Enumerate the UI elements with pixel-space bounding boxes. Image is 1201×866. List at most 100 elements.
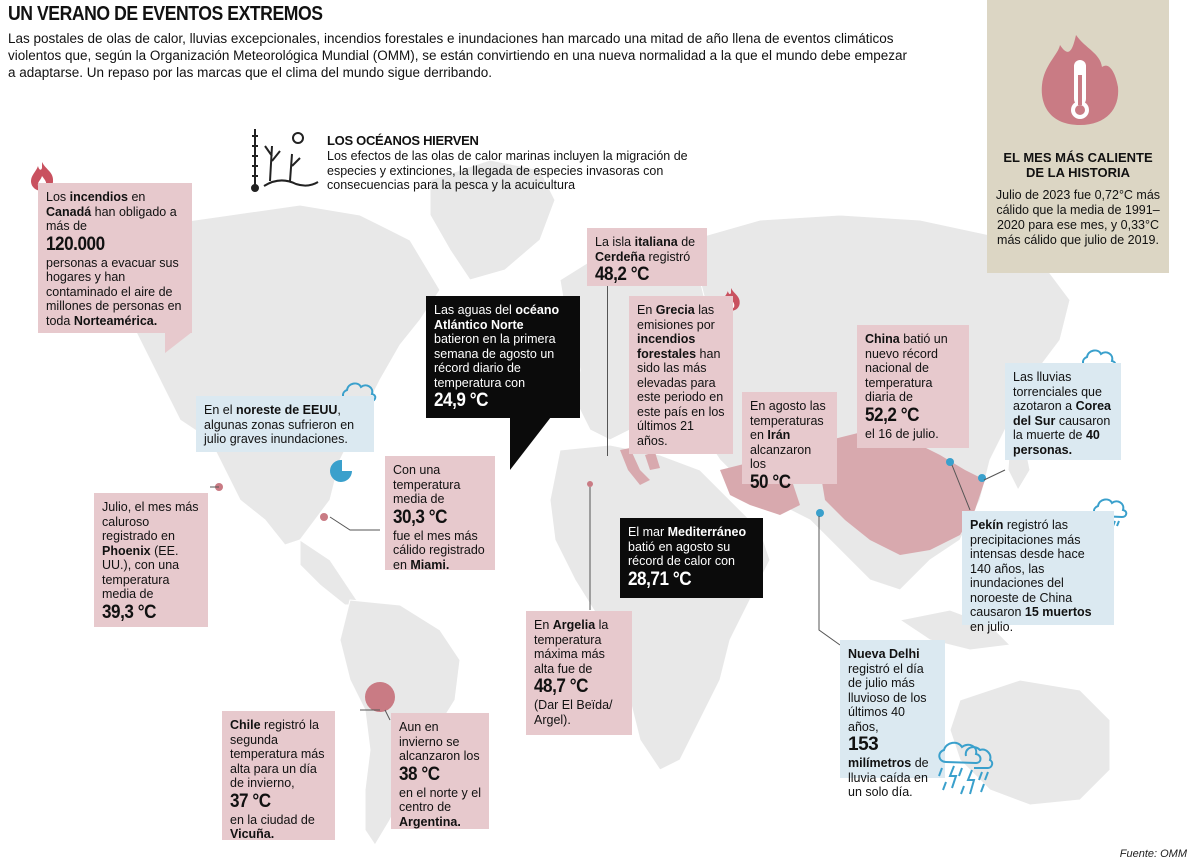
china-value: 52,2 °C (865, 404, 920, 426)
greece-text-b: Grecia (655, 303, 695, 317)
mediterranean-value: 28,71 °C (628, 568, 692, 590)
greece-text-e: han sido las más elevadas para este peri… (637, 346, 725, 448)
oceans-title: LOS OCÉANOS HIERVEN (327, 133, 479, 148)
korea-text-c: causaron la muerte de (1013, 413, 1111, 443)
hottest-month-title-1: EL MES MÁS CALIENTE (1003, 150, 1153, 165)
china-text-b: batió un nuevo récord nacional de temper… (865, 332, 948, 404)
mediterranean-text-c: batió en agosto su récord de calor con (628, 539, 736, 569)
sardinia-text-a: La isla (595, 235, 632, 249)
argentina-value: 38 °C (399, 763, 440, 785)
hottest-month-title-2: DE LA HISTORIA (1025, 165, 1130, 180)
hottest-month-text: Julio de 2023 fue 0,72°C más cálido que … (995, 188, 1161, 247)
mediterranean-text-a: El mar (628, 525, 665, 539)
delhi-value: 153 (848, 734, 879, 755)
phoenix-box: Julio, el mes más caluroso registrado en… (94, 493, 208, 627)
delhi-text-a: Nueva Delhi (848, 647, 920, 661)
sardinia-leader (607, 286, 608, 456)
argentina-text-b: en el norte y el centro de (399, 785, 481, 815)
intro-text: Las postales de olas de calor, lluvias e… (8, 31, 908, 80)
greece-text-c: las emisiones por (637, 303, 715, 332)
sardinia-text-c: de (681, 235, 696, 249)
atlantic-text-a: Las aguas del (434, 303, 512, 317)
iran-text-c: alcanzaron los (750, 442, 812, 472)
chile-text-c: en la ciudad de (230, 812, 315, 827)
atlantic-value: 24,9 °C (434, 390, 489, 411)
algeria-box: En Argelia la temperatura máxima más alt… (526, 611, 632, 735)
canada-text-e: han obligado a más de (46, 204, 177, 234)
miami-value: 30,3 °C (393, 506, 448, 528)
chile-box: Chile registró la segunda temperatura má… (222, 711, 335, 841)
ne-usa-box: En el noreste de EEUU, algunas zonas suf… (196, 396, 374, 452)
storm-cloud-icon-delhi (938, 741, 994, 795)
greece-box: En Grecia las emisiones por incendios fo… (629, 296, 733, 454)
chile-value: 37 °C (230, 790, 271, 812)
delhi-text-b: registró el día de julio más lluvioso de… (848, 661, 927, 734)
ne-usa-text-a: En el (204, 403, 233, 417)
miami-box: Con una temperatura media de 30,3 °C fue… (385, 456, 495, 572)
beijing-box: Pekín registró las precipitaciones más i… (962, 511, 1114, 634)
korea-text-b: Corea del Sur (1013, 399, 1111, 428)
oceans-text: Los efectos de las olas de calor marinas… (327, 149, 688, 192)
algeria-text-a: En (534, 618, 550, 632)
beijing-text-b: registró las precipitaciones más intensa… (970, 518, 1085, 619)
argentina-text-a: Aun en invierno se alcanzaron los (399, 720, 480, 763)
page-title: UN VERANO DE EVENTOS EXTREMOS (8, 3, 323, 25)
atlantic-box: Las aguas del océano Atlántico Norte bat… (426, 296, 580, 418)
chile-text-a: Chile (230, 718, 261, 732)
canada-value: 120.000 (46, 233, 105, 255)
korea-box: Las lluvias torrenciales que azotaron a … (1005, 363, 1121, 460)
canada-text-b: incendios (69, 190, 128, 204)
phoenix-text-a: Julio, el mes más caluroso registrado en (102, 500, 199, 543)
canada-text-d: Canadá (46, 204, 92, 219)
china-highlight (820, 430, 985, 555)
canada-text-a: Los (46, 190, 67, 204)
mediterranean-box: El mar Mediterráneo batió en agosto su r… (620, 518, 763, 598)
canada-text-f: personas a evacuar sus hogares y han con… (46, 255, 182, 328)
chile-text-d: Vicuña. (230, 827, 275, 841)
canada-pointer (165, 332, 192, 353)
miami-text-c: Miami. (410, 557, 450, 572)
thermometer-icon (1041, 35, 1119, 125)
iran-box: En agosto las temperaturas en Irán alcan… (742, 392, 837, 493)
greenland-land (429, 159, 556, 281)
algeria-text-c: la temperatura máxima más alta fue de (534, 618, 609, 676)
delhi-text-c: milímetros (848, 756, 912, 770)
mediterranean-text-b: Mediterráneo (667, 525, 747, 539)
beijing-text-c: 15 muertos (1024, 605, 1092, 619)
atlantic-text-b: océano Atlántico Norte (434, 303, 560, 332)
korea-text-a: Las lluvias torrenciales que azotaron a (1013, 370, 1102, 413)
beijing-text-a: Pekín (970, 518, 1004, 532)
china-text-a: China (865, 332, 900, 346)
greece-highlight (645, 452, 660, 470)
algeria-value: 48,7 °C (534, 676, 589, 697)
canada-text-c: en (131, 190, 146, 204)
argentina-box: Aun en invierno se alcanzaron los 38 °C … (391, 713, 489, 829)
source-note: Fuente: OMM (1119, 848, 1187, 860)
canada-text-g: Norteamérica. (73, 313, 158, 328)
greece-text-d: incendios forestales (637, 332, 697, 361)
argentina-text-c: Argentina. (399, 814, 461, 829)
china-box: China batió un nuevo récord nacional de … (857, 325, 969, 448)
phoenix-value: 39,3 °C (102, 601, 157, 623)
australia-land (949, 679, 1111, 806)
ne-usa-text-b: noreste de EEUU (235, 403, 338, 417)
sardinia-text-b: italiana (634, 235, 678, 249)
canada-box: Los incendios en Canadá han obligado a m… (38, 183, 192, 333)
sardinia-text-e: registró (648, 249, 691, 264)
algeria-text-b: Argelia (552, 618, 596, 632)
sardinia-box: La isla italiana de Cerdeña registró 48,… (587, 228, 707, 286)
delhi-text-d: de lluvia caída en un solo día. (848, 756, 929, 799)
italy-highlight (620, 448, 650, 485)
central-america-land (299, 539, 361, 606)
iran-value: 50 °C (750, 471, 791, 493)
iran-text-b: Irán (767, 428, 791, 442)
phoenix-text-c: (EE. UU.), con una temperatura media de (102, 543, 180, 602)
atlantic-text-c: batieron en la primera semana de agosto … (434, 332, 556, 390)
iran-text-a: En agosto las temperaturas en (750, 399, 826, 442)
sardinia-text-d: Cerdeña (595, 249, 646, 264)
sardinia-value: 48,2 °C (595, 264, 650, 285)
delhi-box: Nueva Delhi registró el día de julio más… (840, 640, 945, 799)
china-text-c: el 16 de julio. (865, 426, 939, 441)
miami-text-b: fue el mes más cálido registrado en (393, 528, 485, 572)
miami-text-a: Con una temperatura media de (393, 463, 461, 506)
